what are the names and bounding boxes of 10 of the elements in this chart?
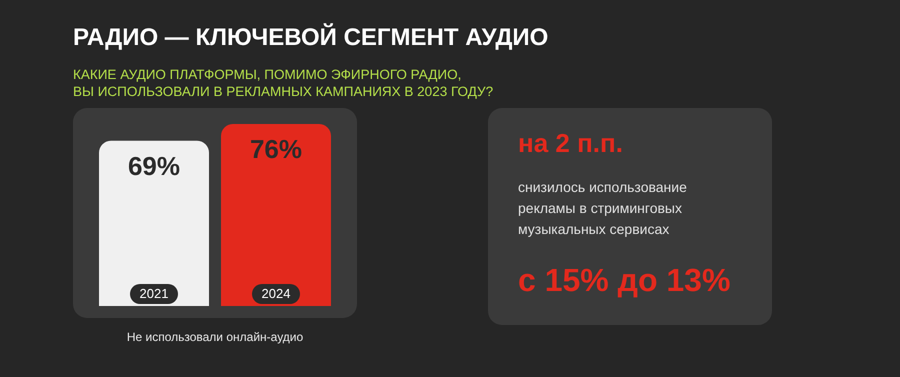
data-label: 76% [250, 134, 302, 164]
x-tick-label: 2021 [140, 286, 168, 301]
x-axis-title: Не использовали онлайн-аудио [126, 330, 304, 344]
chart-subtitle: КАКИЕ АУДИО ПЛАТФОРМЫ, ПОМИМО ЭФИРНОГО РАДИО, ВЫ ИСПОЛЬЗОВАЛИ В РЕКЛАМНЫХ КАМПАНИЯХ В 2023 ГОДУ? [73, 66, 494, 100]
x-tick-label: 2024 [262, 286, 290, 301]
data-label: 69% [128, 150, 180, 181]
text: на 2 п.п. [518, 128, 624, 159]
text: с 15% до 13% [518, 262, 732, 299]
text: снизилось использование рекламы в стриминговых музыкальных сервисах [518, 178, 688, 239]
chart-title: РАДИО — КЛЮЧЕВОЙ СЕГМЕНТ АУДИО [73, 24, 548, 52]
